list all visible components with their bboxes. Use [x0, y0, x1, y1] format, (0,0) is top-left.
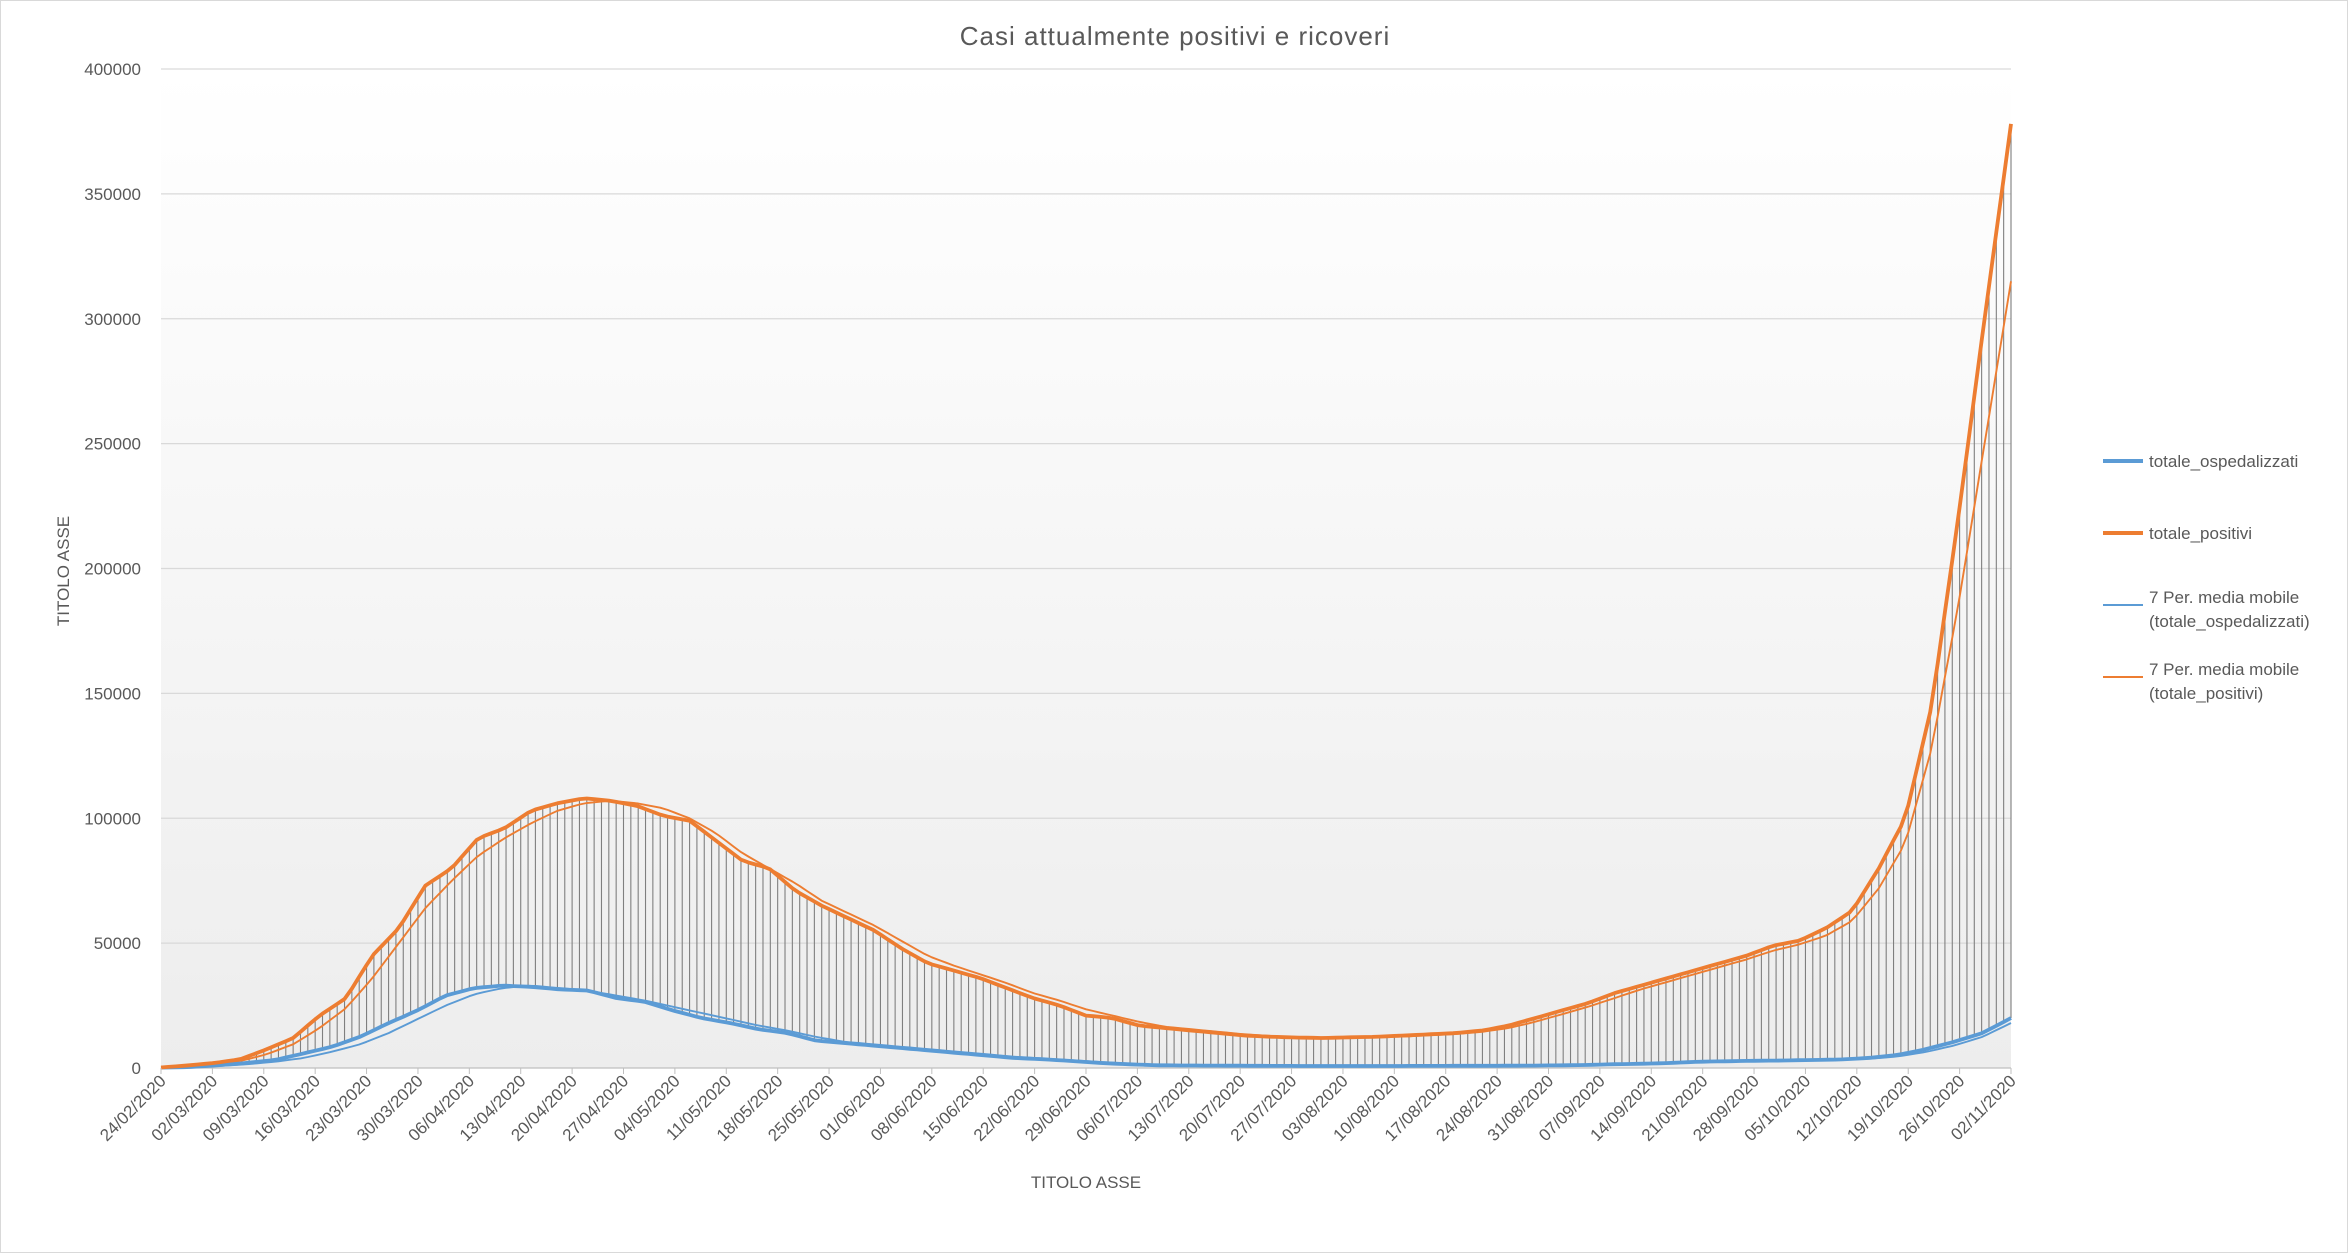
- series-line-totale-ospedalizzati: [160, 983, 2012, 1070]
- y-tick-label: 150000: [84, 684, 141, 703]
- y-tick-label: 250000: [84, 435, 141, 454]
- x-axis-title: TITOLO ASSE: [1031, 1173, 1141, 1192]
- y-tick-label: 300000: [84, 310, 141, 329]
- x-axis-ticks: 24/02/202002/03/202009/03/202016/03/2020…: [96, 1068, 2020, 1145]
- legend-label: 7 Per. media mobile (totale_ospedalizzati…: [2149, 588, 2310, 631]
- y-tick-label: 50000: [94, 934, 141, 953]
- legend-label: totale_positivi: [2149, 524, 2252, 543]
- series-line-7-per-media-mobile-totale-positivi-: [160, 281, 2012, 1069]
- legend: totale_ospedalizzati totale_positivi 7 Per…: [2103, 452, 2310, 703]
- series-line-totale-positivi: [160, 123, 2013, 1070]
- chart-title: Casi attualmente positivi e ricoveri: [960, 21, 1391, 51]
- y-axis-title: TITOLO ASSE: [54, 516, 73, 626]
- legend-label: 7 Per. media mobile (totale_positivi): [2149, 660, 2299, 703]
- y-tick-label: 400000: [84, 60, 141, 79]
- legend-label: totale_ospedalizzati: [2149, 452, 2298, 471]
- series-lines: [160, 123, 2013, 1070]
- y-tick-label: 200000: [84, 560, 141, 579]
- y-tick-label: 100000: [84, 809, 141, 828]
- y-tick-label: 0: [132, 1059, 141, 1078]
- drop-lines: [160, 123, 2012, 1068]
- y-tick-label: 350000: [84, 185, 141, 204]
- y-axis-ticks: 0 50000 100000 150000 200000 250000 300000 3500…: [84, 60, 141, 1078]
